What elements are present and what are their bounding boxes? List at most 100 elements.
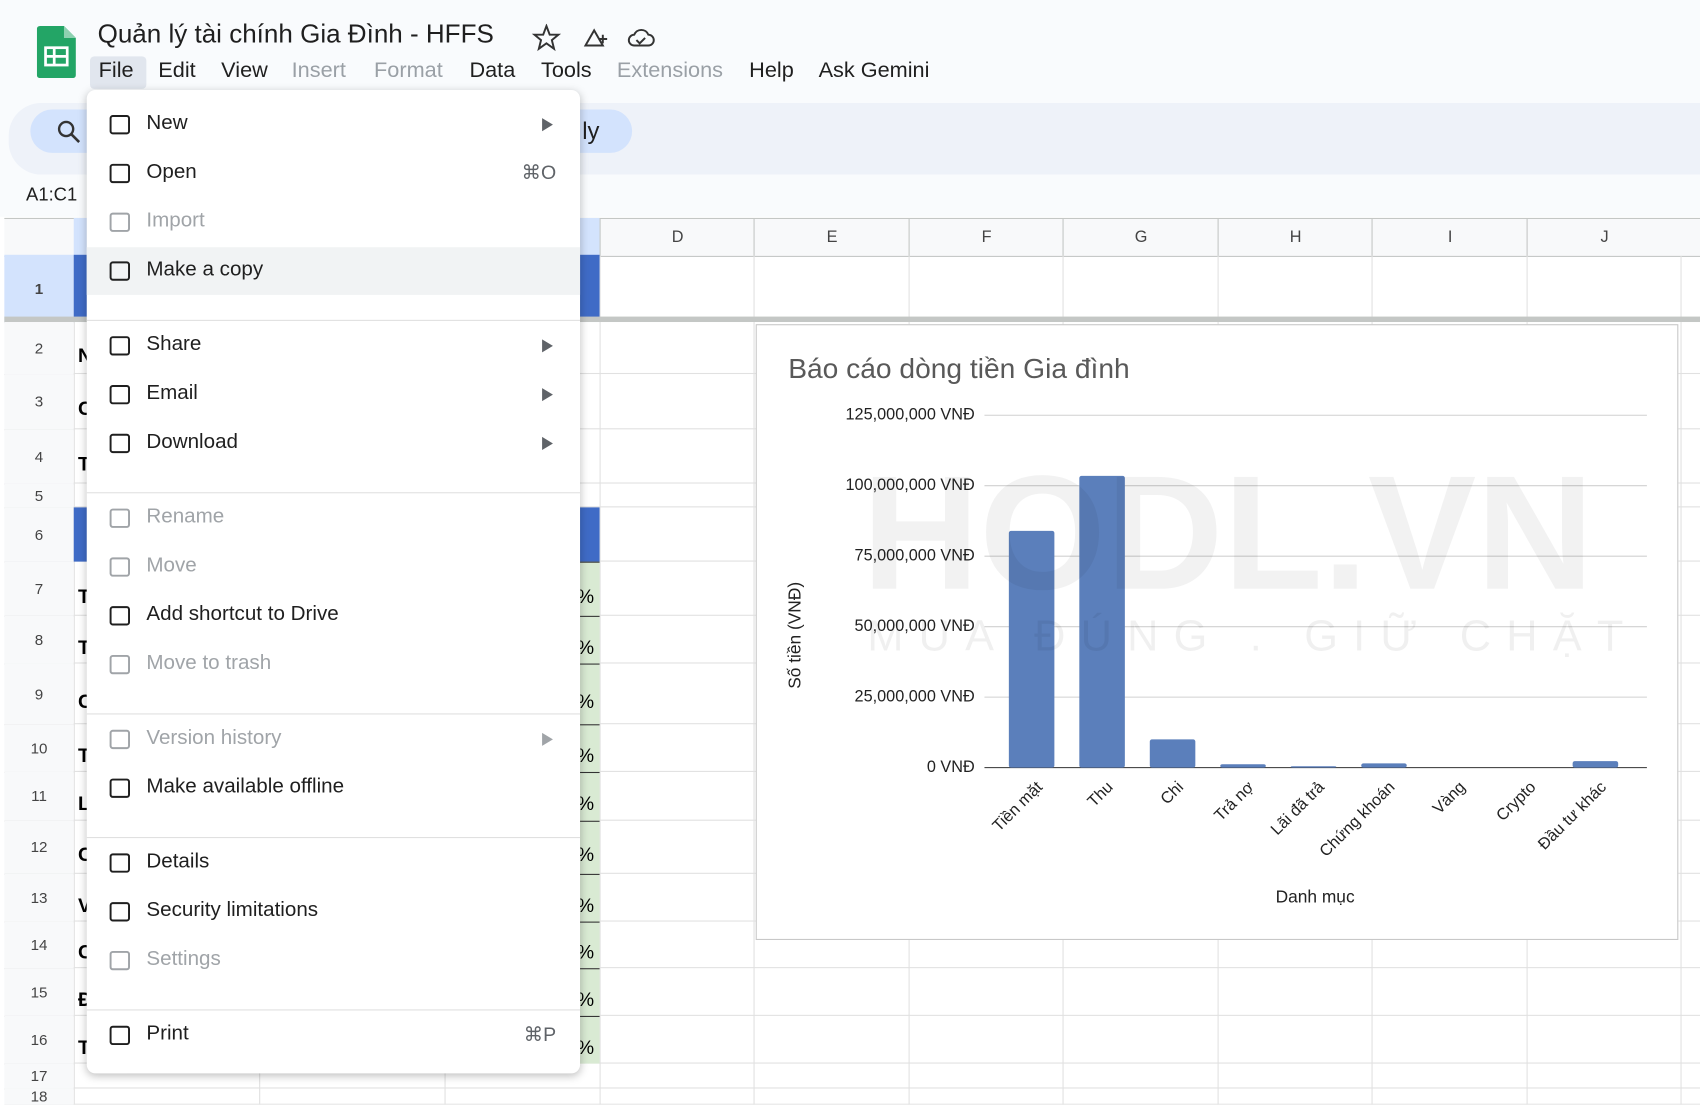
- row-header: 18: [4, 1088, 74, 1105]
- menu-icon: [109, 336, 130, 356]
- row-header: 8: [4, 615, 74, 665]
- cell-text: T: [78, 453, 90, 475]
- x-axis-label: Danh mục: [1276, 886, 1355, 906]
- menu-item-label[interactable]: Email: [146, 381, 198, 405]
- menu-item[interactable]: Insert: [291, 58, 346, 83]
- search-text: ly: [582, 117, 600, 145]
- menu-item[interactable]: Data: [469, 58, 516, 83]
- menu-icon: [109, 1025, 130, 1046]
- column-header: I: [1371, 219, 1528, 256]
- menu-item[interactable]: Help: [749, 58, 794, 83]
- menu-icon: [109, 433, 130, 454]
- menu-bar: File Edit View Insert Format Data Tools Extensi…: [0, 56, 976, 89]
- cell-text: %: [576, 941, 595, 963]
- row-header: 5: [4, 483, 74, 509]
- menu-item-label: Move to trash: [146, 651, 272, 675]
- cell-text: %: [576, 1036, 595, 1059]
- menu-item-label[interactable]: Open: [146, 160, 197, 184]
- menu-item[interactable]: Edit: [158, 58, 196, 83]
- cell-text: %: [576, 585, 595, 608]
- column-header: G: [1062, 219, 1219, 256]
- menu-item[interactable]: Tools: [541, 58, 592, 83]
- menu-item-label[interactable]: Make available offline: [146, 775, 345, 798]
- menu-item-label: Rename: [146, 505, 225, 529]
- menu-separator: [86, 319, 581, 321]
- menu-item[interactable]: Format: [374, 58, 443, 83]
- y-tick-label: 125,000,000 VNĐ: [845, 406, 974, 424]
- submenu-arrow: [542, 118, 553, 132]
- menu-shortcut: ⌘O: [521, 161, 557, 184]
- menu-item[interactable]: View: [221, 58, 268, 83]
- x-tick-label: Thu: [1084, 778, 1117, 811]
- submenu-arrow: [542, 436, 553, 450]
- cell-text: %: [576, 792, 595, 815]
- y-tick-label: 50,000,000 VNĐ: [855, 617, 975, 635]
- row-header: 4: [4, 429, 74, 485]
- menu-item-label: Settings: [146, 947, 221, 971]
- menu-separator: [86, 1009, 581, 1011]
- column-line: [73, 255, 75, 1105]
- y-tick-label: 100,000,000 VNĐ: [845, 476, 974, 494]
- menu-item-label[interactable]: New: [146, 111, 188, 135]
- column-header: D: [599, 219, 755, 256]
- row-header: 16: [4, 1015, 74, 1065]
- menu-icon: [109, 261, 130, 281]
- x-tick-label: Trả nợ: [1211, 778, 1258, 825]
- menu-icon: [109, 902, 130, 922]
- y-axis-label: Số tiền (VNĐ): [784, 582, 804, 689]
- menu-separator: [86, 837, 581, 839]
- menu-item[interactable]: Ask Gemini: [818, 58, 930, 83]
- doc-title[interactable]: Quản lý tài chính Gia Đình - HFFS: [97, 19, 494, 49]
- menu-icon: [109, 950, 130, 971]
- x-tick-label: Chi: [1157, 778, 1187, 808]
- menu-item-label[interactable]: Share: [146, 332, 202, 356]
- cell-text: %: [576, 988, 595, 1011]
- menu-icon: [109, 508, 130, 528]
- bar: [1572, 761, 1619, 768]
- bar: [1361, 763, 1407, 768]
- x-tick-label: Lãi đã trả: [1267, 777, 1328, 838]
- y-tick-label: 75,000,000 VNĐ: [855, 546, 975, 564]
- cell-text: %: [576, 894, 595, 917]
- row-header: 12: [4, 820, 74, 875]
- menu-highlight: [86, 247, 581, 295]
- menu-item[interactable]: File: [98, 58, 134, 83]
- menu-icon: [109, 729, 130, 750]
- freeze-line: [4, 316, 1700, 323]
- row-header: 14: [4, 921, 74, 970]
- menu-item-label[interactable]: Download: [146, 430, 238, 454]
- chart[interactable]: Báo cáo dòng tiền Gia đình Danh mục Số t…: [755, 324, 1679, 941]
- row-header: 1: [4, 254, 74, 324]
- row-header: 11: [4, 771, 74, 822]
- row-header: 13: [4, 873, 74, 923]
- menu-item-label[interactable]: Security limitations: [146, 898, 319, 922]
- column-header: H: [1217, 219, 1373, 256]
- row-header: 15: [4, 968, 74, 1017]
- name-box[interactable]: A1:C1: [26, 184, 78, 205]
- menu-icon: [109, 606, 130, 626]
- file-menu: New Open ⌘O Import Make a copy Share Email Down…: [86, 89, 581, 1074]
- search-icon: [57, 120, 81, 143]
- menu-item-label[interactable]: Add shortcut to Drive: [146, 602, 339, 626]
- bar: [1008, 530, 1055, 768]
- y-tick-label: 0 VNĐ: [927, 758, 975, 776]
- x-tick-label: Chứng khoán: [1316, 778, 1398, 860]
- menu-icon: [109, 384, 130, 405]
- cell-text: T: [78, 585, 90, 608]
- cell-text: %: [576, 690, 595, 713]
- menu-item-label[interactable]: Print: [146, 1022, 189, 1046]
- menu-item[interactable]: Extensions: [616, 58, 723, 83]
- menu-item-label[interactable]: Details: [146, 850, 210, 873]
- row-header: 9: [4, 663, 74, 726]
- row-header: 6: [4, 507, 74, 563]
- sheets-logo[interactable]: [36, 26, 76, 79]
- row-header: 3: [4, 374, 74, 431]
- x-tick-label: Tiền mặt: [989, 778, 1046, 835]
- menu-icon: [109, 654, 130, 675]
- row-header: 7: [4, 561, 74, 617]
- column-header: J: [1526, 219, 1682, 256]
- title-icons[interactable]: [531, 23, 667, 52]
- bar: [1149, 739, 1196, 768]
- menu-item-label[interactable]: Make a copy: [146, 258, 264, 281]
